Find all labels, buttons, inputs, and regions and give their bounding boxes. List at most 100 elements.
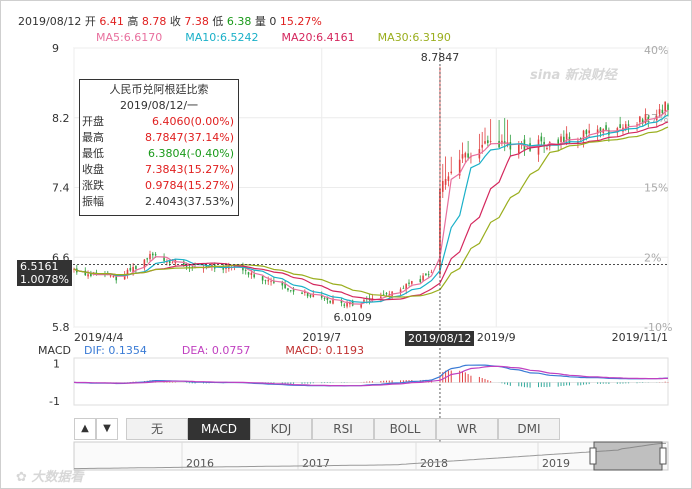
- candle-body: [343, 304, 346, 306]
- ma5-label: MA5:: [96, 31, 124, 44]
- candle-body: [171, 262, 174, 264]
- candle-body: [582, 130, 585, 141]
- scroll-up-button[interactable]: ▲: [74, 418, 96, 440]
- candle-body: [408, 282, 410, 284]
- candle-body: [461, 154, 464, 159]
- candle-body: [371, 298, 374, 299]
- tab-dmi[interactable]: DMI: [498, 418, 560, 440]
- candle-body: [647, 117, 650, 120]
- candle-body: [509, 142, 512, 150]
- candle-body: [326, 296, 329, 301]
- ma-legend: MA5:6.6170 MA10:6.5242 MA20:6.4161 MA30:…: [96, 31, 451, 44]
- candle-body: [382, 294, 385, 296]
- candle-body: [143, 259, 146, 269]
- ma5-line: [73, 109, 669, 305]
- candle-body: [444, 179, 447, 185]
- tab-kdj[interactable]: KDJ: [250, 418, 312, 440]
- quote-header: 2019/08/12 开 6.41 高 8.78 收 7.38 低 6.38 量…: [18, 13, 322, 29]
- macd-value: MACD: 0.1193: [285, 344, 364, 357]
- candle-body: [129, 267, 132, 271]
- macd-label: MACD: [38, 344, 71, 357]
- x-tick-label: 2019/9: [477, 331, 516, 344]
- candle-body: [349, 302, 351, 305]
- candle-body: [619, 124, 621, 128]
- scroll-down-button[interactable]: ▼: [96, 418, 118, 440]
- navigator-year-label: 2016: [186, 457, 214, 470]
- candle-body: [661, 109, 664, 114]
- candle-body: [605, 125, 607, 131]
- navigator-year-label: 2019: [542, 457, 570, 470]
- candle-body: [191, 266, 194, 268]
- candle-body: [284, 284, 286, 288]
- candle-body: [360, 303, 362, 308]
- cursor-pct: 1.0078%: [20, 273, 69, 286]
- tab-wr[interactable]: WR: [436, 418, 498, 440]
- ma30-value: 6.3190: [412, 31, 451, 44]
- candle-body: [244, 270, 247, 271]
- candle-body: [112, 275, 115, 278]
- tooltip-value: 6.4060(0.00%): [151, 115, 234, 128]
- candle-body: [579, 138, 582, 140]
- candle-body: [658, 109, 661, 114]
- candle-body: [380, 296, 382, 298]
- navigator-selection: [593, 441, 663, 471]
- low-value: 6.38: [226, 15, 252, 28]
- navigator-year-label: 2017: [302, 457, 330, 470]
- high-label: 高: [127, 15, 139, 28]
- candle-body: [405, 283, 407, 290]
- tooltip-row-low: 最低 6.3804(-0.40%): [80, 146, 238, 162]
- candle-body: [503, 141, 506, 144]
- y-tick-label: 8.2: [52, 112, 70, 125]
- candle-body: [292, 289, 295, 292]
- pct-tick-label: 15%: [644, 182, 668, 195]
- candle-body: [481, 144, 483, 148]
- candle-body: [363, 299, 365, 302]
- candle-body: [439, 188, 441, 275]
- x-tick-label: 2019/11/1: [612, 331, 668, 344]
- tab-rsi[interactable]: RSI: [312, 418, 374, 440]
- tooltip-key: 最高: [82, 131, 104, 144]
- candle-body: [320, 295, 323, 298]
- candle-body: [624, 124, 627, 129]
- tab-none[interactable]: 无: [126, 418, 188, 440]
- navigator-handle-right: [659, 447, 667, 465]
- candle-body: [250, 272, 253, 275]
- candle-body: [273, 280, 275, 283]
- navigator-year-label: 2018: [420, 457, 448, 470]
- tooltip-row-change: 涨跌 0.9784(15.27%): [80, 178, 238, 194]
- candle-body: [489, 140, 492, 142]
- candle-body: [264, 280, 267, 282]
- change-pct: 15.27%: [279, 15, 322, 28]
- candle-body: [123, 274, 126, 280]
- candle-body: [146, 258, 148, 260]
- tooltip-date: 2019/08/12/一: [119, 99, 199, 112]
- ma10-label: MA10:: [185, 31, 220, 44]
- ma30-label: MA30:: [377, 31, 413, 44]
- candle-body: [639, 116, 641, 123]
- candle-body: [467, 153, 469, 158]
- candle-body: [560, 136, 562, 143]
- candle-body: [233, 265, 236, 267]
- candle-body: [132, 266, 134, 272]
- candle-body: [115, 274, 118, 281]
- candle-body: [306, 292, 309, 297]
- tab-boll[interactable]: BOLL: [374, 418, 436, 440]
- tooltip-value: 2.4043(37.53%): [144, 195, 234, 208]
- candle-body: [247, 272, 250, 275]
- header-date: 2019/08/12: [18, 15, 82, 28]
- candle-body: [546, 147, 548, 150]
- low-label: 低: [212, 15, 224, 28]
- tab-macd[interactable]: MACD: [188, 418, 250, 440]
- navigator-area: [73, 441, 669, 471]
- tooltip-value: 6.3804(-0.40%): [148, 147, 234, 160]
- candle-body: [627, 124, 630, 126]
- candle-body: [402, 287, 405, 289]
- ma20-line: [73, 121, 669, 301]
- candle-body: [608, 129, 610, 135]
- candle-body: [565, 133, 568, 140]
- sina-watermark: sina 新浪财经: [530, 68, 617, 83]
- pct-tick-label: -10%: [644, 321, 672, 334]
- candle-body: [464, 153, 467, 158]
- tooltip-row-amplitude: 振幅 2.4043(37.53%): [80, 194, 238, 210]
- tooltip-key: 振幅: [82, 195, 104, 208]
